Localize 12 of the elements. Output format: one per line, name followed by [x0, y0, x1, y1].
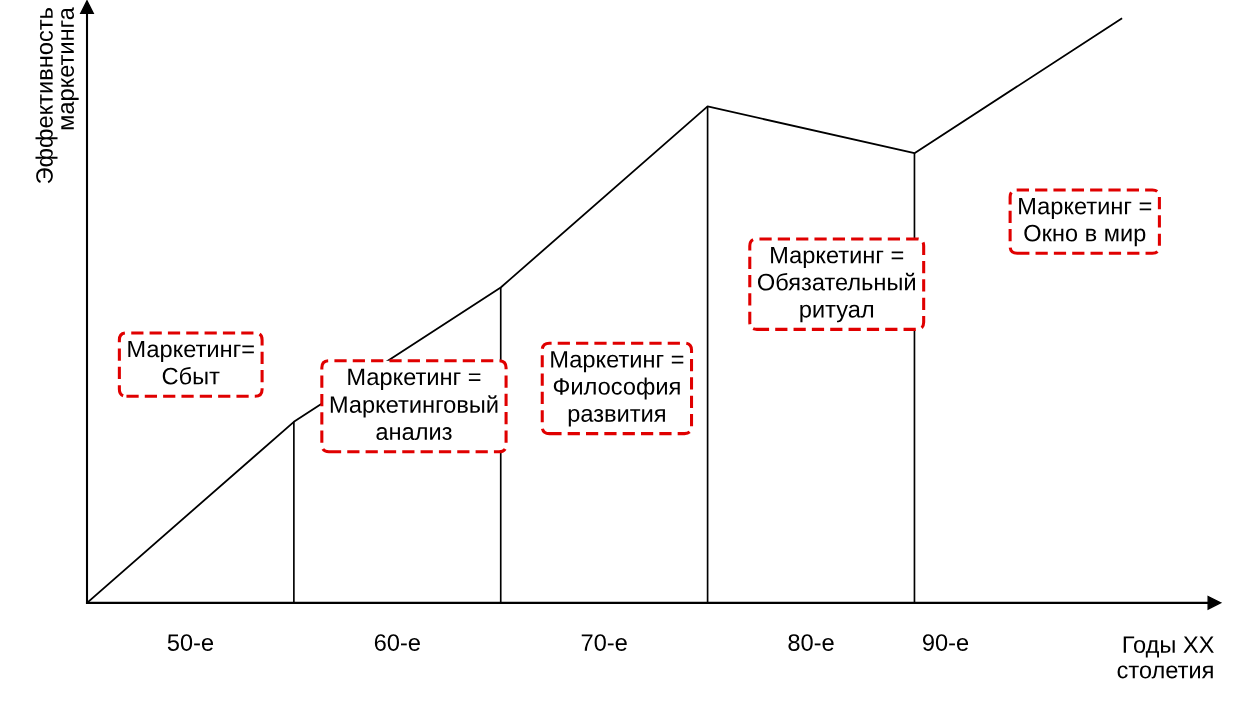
text: 50-е [167, 634, 214, 651]
text: 70-е [581, 634, 627, 651]
text: 90-е [922, 634, 969, 651]
annotation: Маркетинг = Философия развития [551, 351, 684, 427]
text: 60-е [374, 634, 420, 651]
y-axis-title: Эффективность маркетинга [35, 7, 79, 184]
annotation: Маркетинг = Маркетинговый анализ [330, 368, 498, 441]
x-axis-title: Годы XX столетия [1117, 636, 1214, 679]
annotation: Маркетинг = Обязательный ритуал [757, 246, 915, 323]
annotation: Маркетинг= Сбыт [128, 340, 254, 385]
text: 80-е [788, 634, 834, 651]
annotation: Маркетинг = Окно в мир [1019, 197, 1152, 247]
